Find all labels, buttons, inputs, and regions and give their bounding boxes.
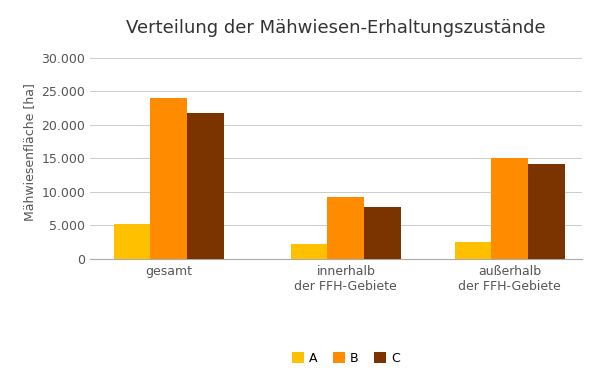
Bar [187, 113, 224, 259]
Bar [364, 207, 401, 259]
Bar [328, 197, 364, 259]
Bar [528, 164, 565, 259]
Bar [455, 242, 491, 259]
Bar [291, 244, 328, 259]
Title: Verteilung der Mähwiesen-Erhaltungszustände: Verteilung der Mähwiesen-Erhaltungszustä… [126, 19, 546, 37]
Bar [113, 224, 151, 259]
Bar [151, 98, 187, 259]
Legend: A, B, C: A, B, C [287, 347, 405, 370]
Y-axis label: Mähwiesenfläche [ha]: Mähwiesenfläche [ha] [23, 83, 36, 221]
Bar [491, 158, 528, 259]
